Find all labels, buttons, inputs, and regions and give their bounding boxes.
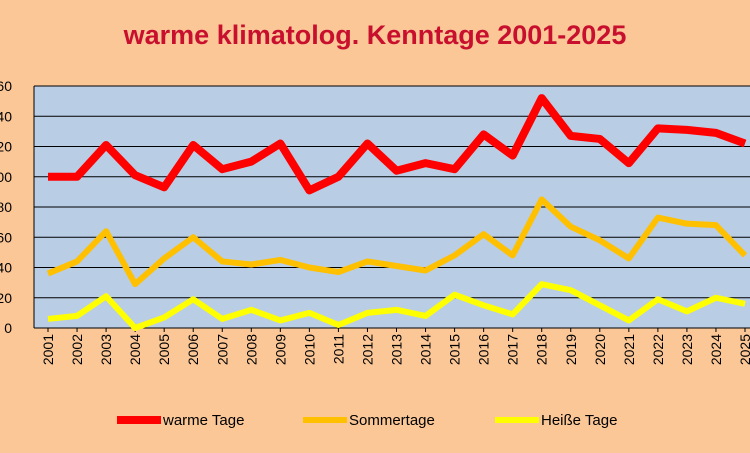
x-tick-label: 2003 — [98, 334, 114, 365]
x-tick-label: 2016 — [476, 334, 492, 365]
x-tick-label: 2010 — [301, 334, 317, 365]
x-tick-label: 2013 — [389, 334, 405, 365]
y-tick-label: 0 — [4, 320, 12, 336]
x-tick-label: 2005 — [156, 334, 172, 365]
legend-label: Sommertage — [349, 412, 435, 429]
y-tick-labels: 0 20 40 60 80 100 120 140 160 — [0, 78, 12, 336]
x-tick-label: 2011 — [330, 334, 346, 364]
x-tick-label: 2019 — [563, 334, 579, 365]
x-tick-label: 2009 — [272, 334, 288, 365]
series-line-0 — [48, 94, 747, 195]
x-tick-label: 2014 — [418, 334, 434, 365]
legend-label: Heiße Tage — [541, 412, 617, 429]
x-tick-label: 2002 — [69, 334, 85, 365]
y-tick-label: 60 — [0, 229, 12, 245]
series-line-2 — [47, 281, 746, 331]
x-tick-label: 2012 — [359, 334, 375, 365]
x-tick-label: 2017 — [505, 334, 521, 365]
x-tick-label: 2006 — [185, 334, 201, 365]
y-tick-label: 140 — [0, 108, 12, 124]
y-tick-label: 100 — [0, 169, 12, 185]
grid-lines — [34, 85, 750, 299]
x-tick-label: 2020 — [592, 334, 608, 365]
y-tick-label: 20 — [0, 290, 12, 306]
x-tick-labels: 2001 2002 2003 2004 2005 2006 2007 2008 2009 2010… — [40, 334, 750, 365]
y-tick-label: 40 — [0, 260, 12, 276]
x-tick-label: 2018 — [534, 334, 550, 365]
x-tick-label: 2025 — [737, 334, 750, 365]
x-tick-label: 2007 — [214, 334, 230, 365]
x-tick-label: 2001 — [40, 334, 56, 365]
x-tick-label: 2004 — [127, 334, 143, 365]
x-tick-label: 2024 — [708, 334, 724, 365]
legend-label: warme Tage — [162, 412, 244, 429]
series-line-1 — [46, 196, 748, 288]
y-tick-label: 120 — [0, 139, 12, 155]
legend: warme Tage Sommertage Heiße Tage — [117, 412, 617, 429]
x-tick-label: 2015 — [447, 334, 463, 365]
x-tick-label: 2021 — [621, 334, 637, 365]
y-tick-label: 160 — [0, 78, 12, 94]
x-tick-label: 2023 — [679, 334, 695, 365]
y-tick-label: 80 — [0, 199, 12, 215]
axes — [33, 86, 750, 332]
series-lines — [46, 94, 748, 331]
x-tick-label: 2008 — [243, 334, 259, 365]
x-tick-label: 2022 — [650, 334, 666, 365]
chart-title: warme klimatolog. Kenntage 2001-2025 — [123, 20, 627, 50]
